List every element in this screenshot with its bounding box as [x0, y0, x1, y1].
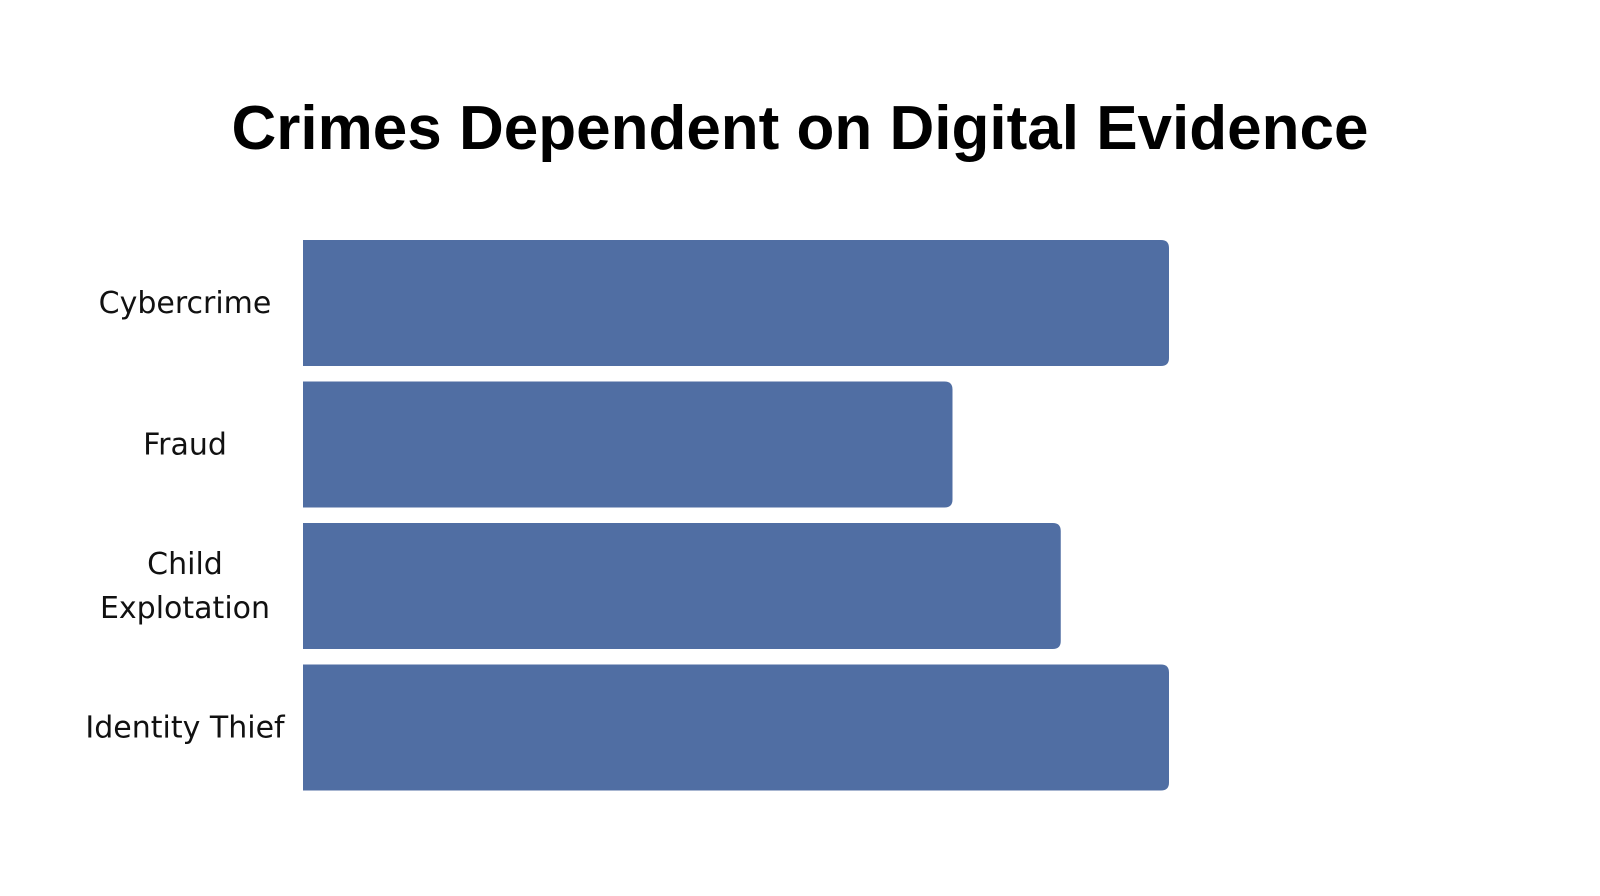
bar-identity-thief — [303, 664, 1169, 791]
category-label-cybercrime: Cybercrime — [99, 286, 272, 321]
bar-cybercrime — [303, 240, 1169, 366]
category-label-identity-thief: Identity Thief — [85, 711, 286, 746]
bar-child-explotation — [303, 523, 1061, 649]
bars-group — [303, 240, 1169, 791]
chart-title: Crimes Dependent on Digital Evidence — [231, 94, 1369, 163]
category-labels: Cybercrime Fraud Child Explotation Identity … — [85, 286, 286, 746]
category-label-fraud: Fraud — [143, 428, 227, 463]
bar-fraud — [303, 381, 953, 508]
category-label-child-explotation: Child Explotation — [100, 547, 270, 626]
